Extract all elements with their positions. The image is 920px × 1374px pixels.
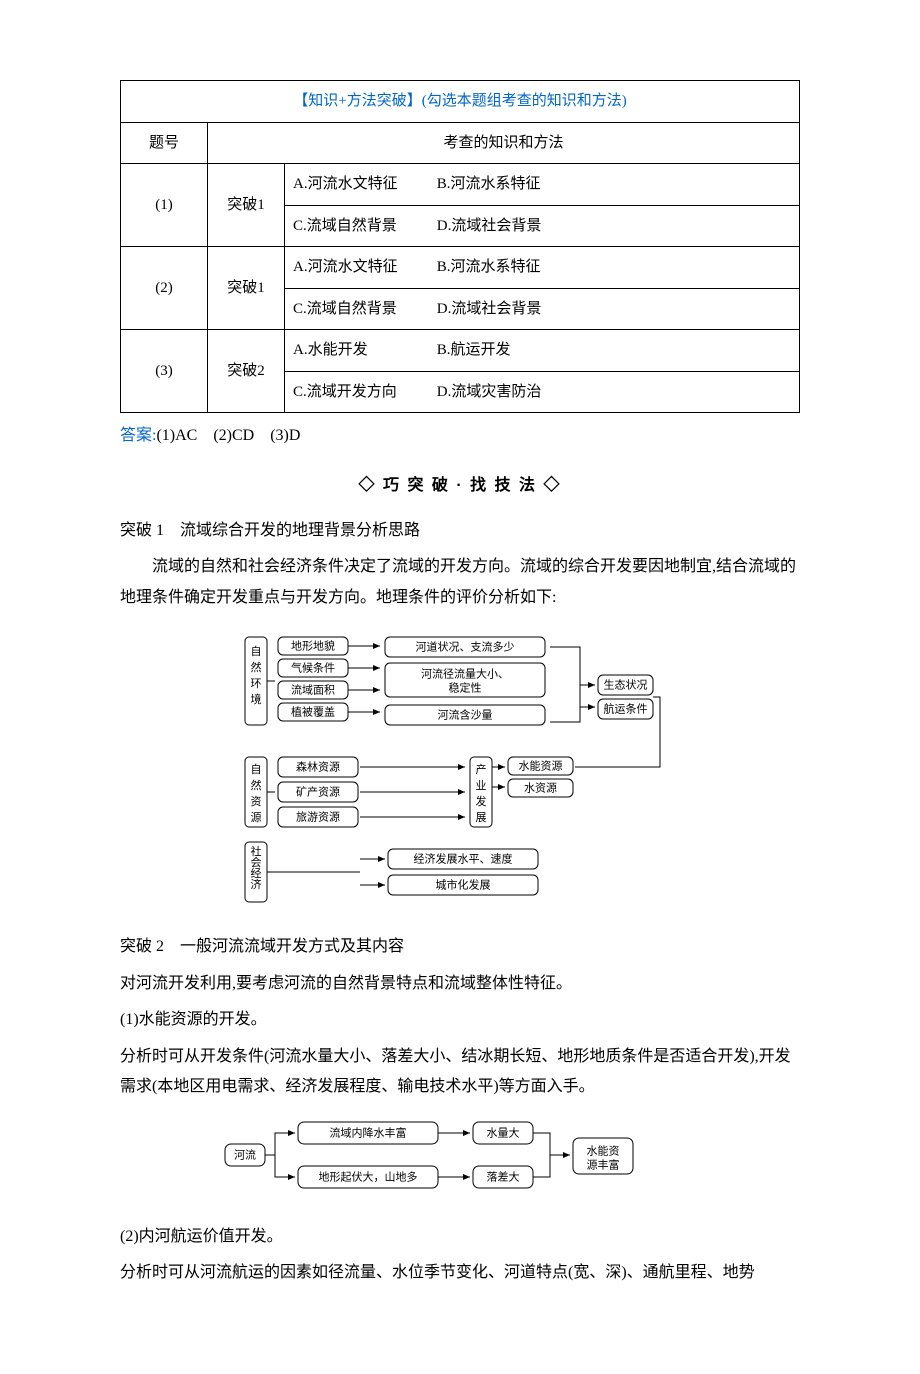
row-mid: 突破2 xyxy=(208,330,285,413)
breakthrough2-body: 对河流开发利用,要考虑河流的自然背景特点和流域整体性特征。 xyxy=(120,969,800,999)
svg-text:水能资: 水能资 xyxy=(587,1144,620,1158)
sub2-body: 分析时可从河流航运的因素如径流量、水位季节变化、河道特点(宽、深)、通航里程、地… xyxy=(120,1258,800,1288)
svg-text:自: 自 xyxy=(251,645,262,658)
knowledge-table: 【知识+方法突破】(勾选本题组考查的知识和方法) 题号 考查的知识和方法 (1)… xyxy=(120,80,800,413)
svg-text:经济发展水平、速度: 经济发展水平、速度 xyxy=(414,851,513,865)
svg-text:地形地貌: 地形地貌 xyxy=(291,638,335,652)
svg-text:产: 产 xyxy=(476,762,487,776)
opt: C.流域开发方向 xyxy=(293,378,433,407)
table-title: 【知识+方法突破】(勾选本题组考查的知识和方法) xyxy=(121,81,800,123)
sub1-body: 分析时可从开发条件(河流水量大小、落差大小、结冰期长短、地形地质条件是否适合开发… xyxy=(120,1042,800,1103)
svg-text:水资源: 水资源 xyxy=(524,780,557,794)
title-highlight: 【知识+方法突破】(勾选本题组考查的知识和方法) xyxy=(293,93,626,109)
row-opts: C.流域自然背景 D.流域社会背景 xyxy=(285,288,800,330)
diagram-2: 河流 流域内降水丰富 地形起伏大，山地多 水量大 落差大 水能资 源丰富 xyxy=(120,1116,800,1207)
svg-text:水量大: 水量大 xyxy=(487,1126,520,1140)
svg-text:流域面积: 流域面积 xyxy=(291,682,335,696)
diagram-1-svg: 自 然 环 境 地形地貌气候条件流域面积植被覆盖 自 然 资 源 森林资源矿产资… xyxy=(240,627,680,907)
row-opts: C.流域自然背景 D.流域社会背景 xyxy=(285,205,800,247)
diagram-2-svg: 河流 流域内降水丰富 地形起伏大，山地多 水量大 落差大 水能资 源丰富 xyxy=(220,1116,700,1196)
row-opts: A.河流水文特征 B.河流水系特征 xyxy=(285,247,800,289)
row-num: (3) xyxy=(121,330,208,413)
svg-text:源丰富: 源丰富 xyxy=(587,1158,620,1172)
answer-label: 答案: xyxy=(120,427,156,444)
section-title: ◇ 巧 突 破 · 找 技 法 ◇ xyxy=(120,471,800,501)
opt: A.水能开发 xyxy=(293,336,433,365)
svg-text:森林资源: 森林资源 xyxy=(296,759,340,773)
svg-text:稳定性: 稳定性 xyxy=(449,680,482,694)
opt: D.流域社会背景 xyxy=(437,212,577,241)
svg-text:矿产资源: 矿产资源 xyxy=(296,784,340,798)
opt: B.航运开发 xyxy=(437,336,577,365)
opt: A.河流水文特征 xyxy=(293,170,433,199)
diagram-1: 自 然 环 境 地形地貌气候条件流域面积植被覆盖 自 然 资 源 森林资源矿产资… xyxy=(120,627,800,918)
col-header-content: 考查的知识和方法 xyxy=(208,122,800,164)
svg-text:气候条件: 气候条件 xyxy=(291,660,335,674)
svg-text:水能资源: 水能资源 xyxy=(519,758,563,772)
svg-text:落差大: 落差大 xyxy=(487,1170,520,1184)
opt: B.河流水系特征 xyxy=(437,170,577,199)
sub1-title: (1)水能资源的开发。 xyxy=(120,1005,800,1035)
svg-text:社: 社 xyxy=(251,844,262,858)
svg-text:生态状况: 生态状况 xyxy=(604,677,648,691)
row-opts: A.水能开发 B.航运开发 xyxy=(285,330,800,372)
svg-text:发: 发 xyxy=(476,794,487,808)
svg-text:境: 境 xyxy=(251,692,262,706)
svg-text:资: 资 xyxy=(251,795,262,808)
svg-text:河道状况、支流多少: 河道状况、支流多少 xyxy=(416,639,515,653)
row-opts: A.河流水文特征 B.河流水系特征 xyxy=(285,164,800,206)
row-opts: C.流域开发方向 D.流域灾害防治 xyxy=(285,371,800,413)
svg-text:河流含沙量: 河流含沙量 xyxy=(438,707,493,721)
svg-text:自: 自 xyxy=(251,763,262,776)
opt: C.流域自然背景 xyxy=(293,212,433,241)
svg-text:航运条件: 航运条件 xyxy=(604,701,648,715)
svg-text:河流: 河流 xyxy=(234,1148,256,1162)
answer-text: (1)AC (2)CD (3)D xyxy=(156,427,300,444)
breakthrough1-title: 突破 1 流域综合开发的地理背景分析思路 xyxy=(120,516,800,546)
opt: D.流域灾害防治 xyxy=(437,378,577,407)
svg-text:流域内降水丰富: 流域内降水丰富 xyxy=(330,1126,407,1140)
svg-text:济: 济 xyxy=(251,877,262,891)
svg-text:源: 源 xyxy=(251,810,262,824)
svg-text:河流径流量大小、: 河流径流量大小、 xyxy=(421,666,509,680)
svg-text:地形起伏大，山地多: 地形起伏大，山地多 xyxy=(319,1170,418,1184)
opt: B.河流水系特征 xyxy=(437,253,577,282)
svg-text:城市化发展: 城市化发展 xyxy=(436,877,491,891)
sub2-title: (2)内河航运价值开发。 xyxy=(120,1222,800,1252)
answer-line: 答案:(1)AC (2)CD (3)D xyxy=(120,421,800,451)
col-header-num: 题号 xyxy=(121,122,208,164)
breakthrough1-body: 流域的自然和社会经济条件决定了流域的开发方向。流域的综合开发要因地制宜,结合流域… xyxy=(120,552,800,613)
row-num: (2) xyxy=(121,247,208,330)
opt: C.流域自然背景 xyxy=(293,295,433,324)
opt: A.河流水文特征 xyxy=(293,253,433,282)
svg-text:然: 然 xyxy=(251,660,262,674)
svg-text:环: 环 xyxy=(251,678,262,690)
svg-text:展: 展 xyxy=(476,811,487,824)
row-mid: 突破1 xyxy=(208,247,285,330)
row-num: (1) xyxy=(121,164,208,247)
row-mid: 突破1 xyxy=(208,164,285,247)
opt: D.流域社会背景 xyxy=(437,295,577,324)
breakthrough2-title: 突破 2 一般河流流域开发方式及其内容 xyxy=(120,932,800,962)
svg-text:然: 然 xyxy=(251,778,262,792)
svg-text:业: 业 xyxy=(476,779,487,792)
svg-text:植被覆盖: 植被覆盖 xyxy=(291,704,335,718)
svg-text:旅游资源: 旅游资源 xyxy=(296,809,340,823)
